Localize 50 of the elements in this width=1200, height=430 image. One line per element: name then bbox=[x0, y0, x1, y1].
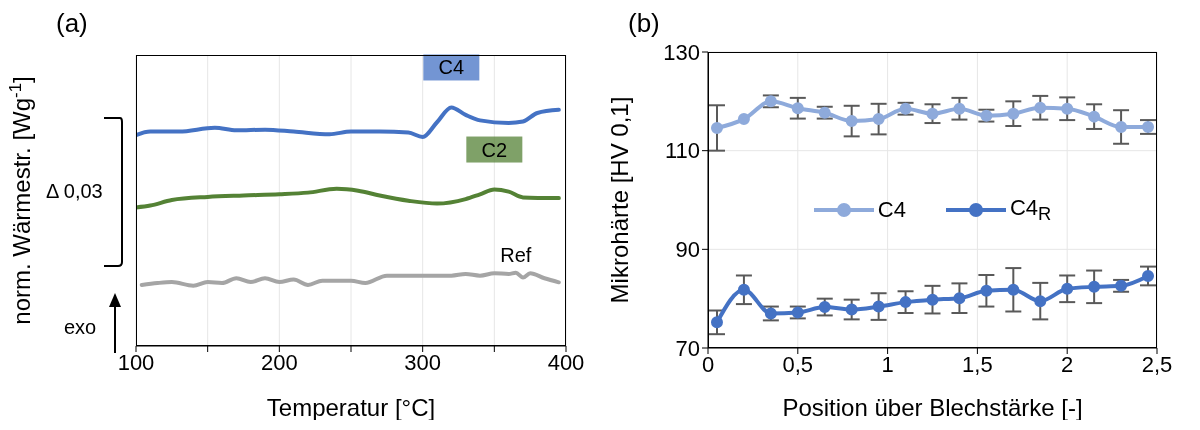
y-tick-label: 70 bbox=[675, 335, 700, 361]
point bbox=[710, 316, 723, 329]
x-tick-label: 400 bbox=[547, 349, 585, 375]
point bbox=[926, 293, 939, 306]
y-axis-title: Mikrohärte [HV 0,1] bbox=[606, 96, 633, 304]
series-label: C4 bbox=[438, 56, 465, 79]
x-tick-label: 100 bbox=[117, 349, 155, 375]
legend-label: C4$_{R}$ bbox=[1009, 194, 1052, 226]
point bbox=[872, 300, 885, 313]
point bbox=[1034, 101, 1047, 114]
x-tick-label: 2,5 bbox=[1141, 351, 1173, 377]
point bbox=[1007, 107, 1020, 120]
text: Δ 0,03 bbox=[46, 180, 103, 203]
series-label: Ref bbox=[500, 243, 532, 266]
point bbox=[1034, 295, 1047, 308]
point bbox=[1007, 283, 1020, 296]
point bbox=[872, 113, 885, 126]
y-tick-label: 90 bbox=[675, 237, 700, 263]
y-tick-label: 110 bbox=[664, 138, 700, 164]
x-tick-label: 2 bbox=[1061, 351, 1074, 377]
x-tick-label: 1 bbox=[881, 351, 894, 377]
x-tick-label: 0 bbox=[701, 351, 715, 377]
series-label: C2 bbox=[481, 138, 508, 161]
point bbox=[1142, 269, 1155, 282]
point bbox=[710, 121, 723, 134]
point bbox=[953, 102, 966, 115]
point bbox=[1115, 120, 1128, 133]
point bbox=[791, 102, 804, 115]
point bbox=[980, 284, 993, 297]
chart-title: (a) bbox=[56, 8, 88, 39]
point bbox=[737, 113, 750, 126]
point bbox=[1061, 102, 1074, 115]
point bbox=[926, 107, 939, 120]
point bbox=[845, 303, 858, 316]
point bbox=[737, 283, 750, 296]
x-tick-label: 300 bbox=[404, 349, 442, 375]
y-tick-label: 130 bbox=[663, 39, 700, 65]
point bbox=[1088, 280, 1101, 293]
point bbox=[1061, 282, 1074, 295]
text: exo bbox=[64, 316, 97, 339]
x-tick-label: 0,5 bbox=[782, 351, 814, 377]
point bbox=[1088, 110, 1101, 123]
x-tick-label: 1,5 bbox=[962, 351, 993, 377]
legend-label: C4 bbox=[877, 196, 906, 223]
point bbox=[845, 115, 858, 128]
chart-title: (b) bbox=[628, 8, 660, 39]
point bbox=[953, 292, 966, 305]
x-tick-label: 200 bbox=[260, 349, 298, 375]
point bbox=[899, 296, 912, 309]
point bbox=[818, 301, 831, 314]
